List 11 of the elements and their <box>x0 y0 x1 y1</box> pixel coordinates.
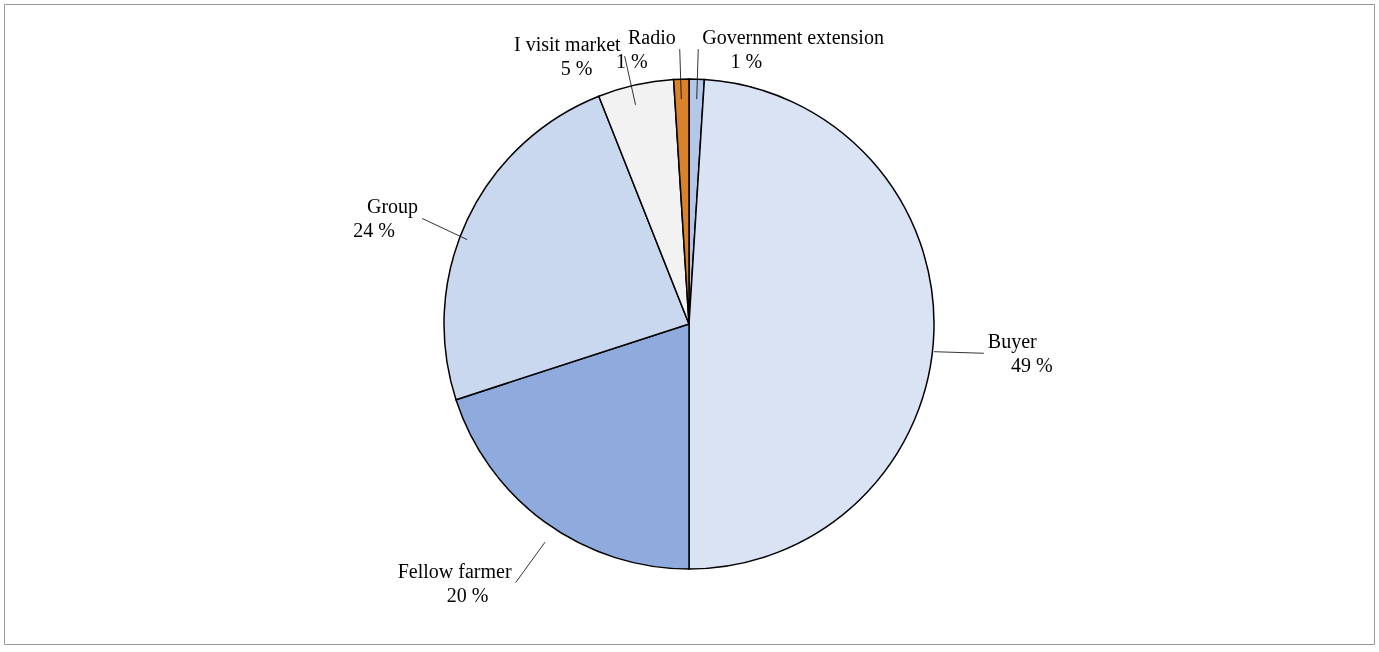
data-label: 24 % <box>353 219 395 242</box>
data-label: 20 % <box>446 583 489 606</box>
data-label: 5 % <box>560 57 593 80</box>
slice-label: Buyer <box>987 330 1038 354</box>
data-label: 1 % <box>730 50 763 73</box>
slice-label: Fellow farmer <box>397 559 512 582</box>
slice-label: Government extension <box>702 26 884 49</box>
slice-label: Radio <box>627 26 676 49</box>
data-label: 1 % <box>615 50 648 73</box>
data-label: 49 % <box>1011 354 1053 377</box>
slice-label: Group <box>366 195 419 219</box>
